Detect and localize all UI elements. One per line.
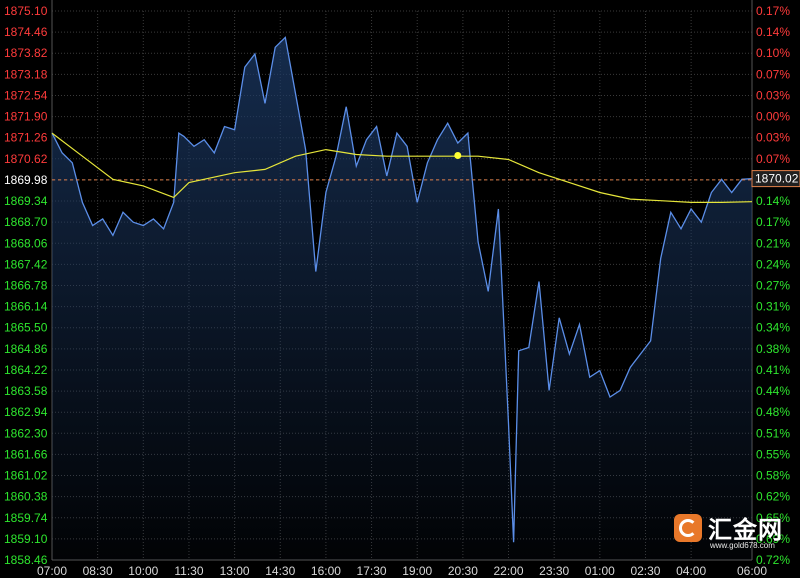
y-tick-label: 1873.18 <box>4 67 48 81</box>
x-tick-label: 19:00 <box>402 564 432 578</box>
x-tick-label: 13:00 <box>220 564 250 578</box>
pct-tick-label: 0.07% <box>756 152 790 166</box>
pct-tick-label: 0.55% <box>756 447 790 461</box>
x-tick-label: 10:00 <box>128 564 158 578</box>
y-tick-label: 1866.14 <box>4 300 48 314</box>
y-tick-label: 1873.82 <box>4 46 48 60</box>
x-tick-label: 06:00 <box>737 564 767 578</box>
pct-tick-label: 0.00% <box>756 110 790 124</box>
pct-tick-label: 0.44% <box>756 384 790 398</box>
y-tick-label: 1864.22 <box>4 363 48 377</box>
x-tick-label: 07:00 <box>37 564 67 578</box>
y-tick-label: 1871.26 <box>4 131 48 145</box>
y-tick-label: 1870.62 <box>4 152 48 166</box>
current-marker <box>454 152 462 160</box>
y-tick-label: 1859.74 <box>4 511 48 525</box>
y-tick-label: 1869.34 <box>4 194 48 208</box>
y-tick-label: 1875.10 <box>4 4 48 18</box>
x-tick-label: 16:00 <box>311 564 341 578</box>
pct-tick-label: 0.65% <box>756 511 790 525</box>
pct-tick-label: 0.27% <box>756 279 790 293</box>
y-tick-label: 1861.02 <box>4 469 48 483</box>
y-tick-label: 1859.10 <box>4 532 48 546</box>
average-line <box>51 132 753 203</box>
pct-tick-label: 0.62% <box>756 490 790 504</box>
pct-tick-label: 0.24% <box>756 257 790 271</box>
y-tick-label: 1871.90 <box>4 110 48 124</box>
y-tick-label: 1865.50 <box>4 321 48 335</box>
y-tick-label: 1872.54 <box>4 88 48 102</box>
pct-tick-label: 0.58% <box>756 469 790 483</box>
x-tick-label: 08:30 <box>83 564 113 578</box>
pct-tick-label: 0.07% <box>756 67 790 81</box>
x-tick-label: 22:00 <box>494 564 524 578</box>
brand-url: www.gold678.com <box>710 541 775 550</box>
brand-name: 汇金网 <box>708 516 783 544</box>
price-line <box>51 36 753 543</box>
current-price-label: 1870.02 <box>755 172 799 186</box>
x-tick-label: 17:30 <box>357 564 387 578</box>
y-tick-label: 1864.86 <box>4 342 48 356</box>
y-tick-label: 1860.38 <box>4 490 48 504</box>
x-tick-label: 01:00 <box>585 564 615 578</box>
y-tick-label: 1858.46 <box>4 553 48 567</box>
y-tick-label: 1874.46 <box>4 25 48 39</box>
x-tick-label: 23:30 <box>539 564 569 578</box>
y-tick-label: 1862.30 <box>4 426 48 440</box>
brand-logo: 汇金网 www.gold678.com <box>674 510 792 554</box>
pct-tick-label: 0.21% <box>756 236 790 250</box>
y-tick-label: 1862.94 <box>4 405 48 419</box>
pct-tick-label: 0.38% <box>756 342 790 356</box>
pct-tick-label: 0.14% <box>756 194 790 208</box>
y-tick-label: 1868.70 <box>4 215 48 229</box>
pct-tick-label: 0.72% <box>756 553 790 567</box>
x-tick-label: 11:30 <box>174 564 203 578</box>
price-area <box>52 37 752 560</box>
y-tick-label: 1868.06 <box>4 236 48 250</box>
x-tick-label: 14:30 <box>265 564 295 578</box>
x-tick-label: 04:00 <box>676 564 706 578</box>
pct-tick-label: 0.17% <box>756 215 790 229</box>
pct-tick-label: 0.51% <box>756 426 790 440</box>
pct-tick-label: 0.31% <box>756 300 790 314</box>
y-tick-label: 1861.66 <box>4 447 48 461</box>
y-tick-label: 1867.42 <box>4 257 48 271</box>
y-tick-label: 1863.58 <box>4 384 48 398</box>
x-tick-label: 20:30 <box>448 564 478 578</box>
current-price-box <box>751 170 800 188</box>
brand-icon <box>674 514 702 542</box>
pct-tick-label: 0.10% <box>756 46 790 60</box>
pct-tick-label: 0.41% <box>756 363 790 377</box>
pct-tick-label: 0.48% <box>756 405 790 419</box>
pct-tick-label: 0.03% <box>756 131 790 145</box>
pct-tick-label: 0.14% <box>756 25 790 39</box>
pct-tick-label: 0.17% <box>756 4 790 18</box>
pct-tick-label: 0.69% <box>756 532 790 546</box>
pct-tick-label: 0.34% <box>756 321 790 335</box>
x-tick-label: 02:30 <box>630 564 660 578</box>
pct-tick-label: 0.03% <box>756 88 790 102</box>
y-tick-label: 1869.98 <box>4 173 48 187</box>
y-tick-label: 1866.78 <box>4 279 48 293</box>
